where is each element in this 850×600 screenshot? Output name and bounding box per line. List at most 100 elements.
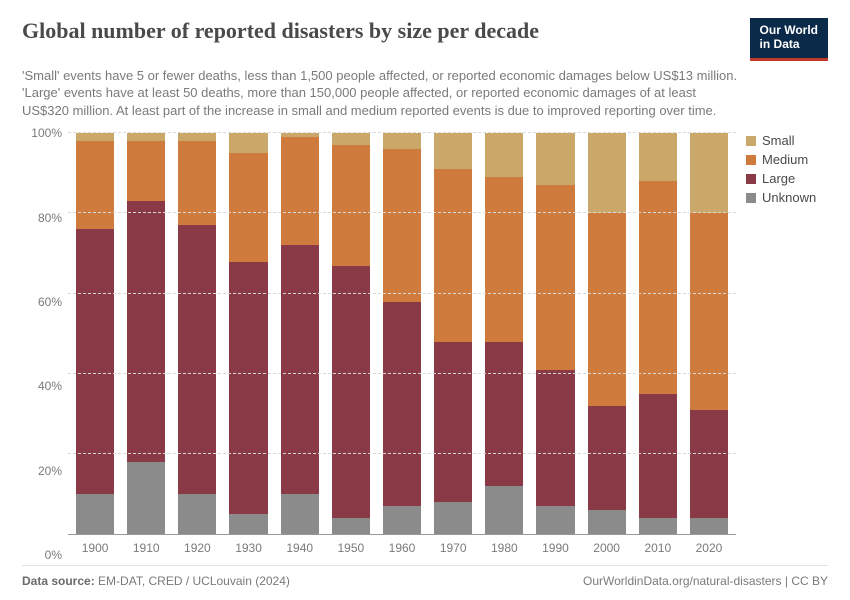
bar-segment-large: [639, 394, 677, 518]
legend: Small Medium Large Unknown: [736, 133, 828, 555]
bar-segment-large: [332, 266, 370, 518]
bar-segment-small: [229, 133, 267, 153]
x-tick: 1920: [178, 541, 216, 555]
bar-segment-large: [434, 342, 472, 502]
plot-wrap: 1900191019201930194019501960197019801990…: [68, 133, 736, 555]
logo-line1: Our World: [760, 23, 818, 37]
bar-segment-medium: [383, 149, 421, 301]
y-tick: 40%: [38, 379, 62, 393]
bar-segment-small: [690, 133, 728, 213]
bar-segment-small: [127, 133, 165, 141]
gridline: [68, 293, 736, 294]
bar-segment-large: [383, 302, 421, 506]
bar-segment-unknown: [485, 486, 523, 534]
y-axis: 0%20%40%60%80%100%: [22, 133, 68, 555]
legend-item: Unknown: [746, 190, 828, 205]
bar: [434, 133, 472, 534]
bar: [332, 133, 370, 534]
bar-segment-medium: [127, 141, 165, 201]
footer-source: Data source: EM-DAT, CRED / UCLouvain (2…: [22, 574, 290, 588]
gridline: [68, 132, 736, 133]
x-tick: 1900: [76, 541, 114, 555]
bar: [281, 133, 319, 534]
bar: [690, 133, 728, 534]
bar-segment-small: [383, 133, 421, 149]
bar-segment-large: [281, 245, 319, 493]
legend-item: Large: [746, 171, 828, 186]
x-tick: 1910: [127, 541, 165, 555]
legend-label: Small: [762, 133, 795, 148]
x-tick: 2020: [690, 541, 728, 555]
y-tick: 100%: [31, 126, 62, 140]
bar-segment-unknown: [127, 462, 165, 534]
x-tick: 1960: [383, 541, 421, 555]
y-tick: 60%: [38, 295, 62, 309]
bars-group: [68, 133, 736, 534]
source-text: EM-DAT, CRED / UCLouvain (2024): [98, 574, 290, 588]
bar: [485, 133, 523, 534]
chart-subtitle: 'Small' events have 5 or fewer deaths, l…: [22, 67, 742, 120]
bar-segment-unknown: [434, 502, 472, 534]
bar-segment-unknown: [332, 518, 370, 534]
bar-segment-medium: [690, 213, 728, 409]
owid-logo: Our World in Data: [750, 18, 828, 61]
bar-segment-small: [485, 133, 523, 177]
bar-segment-small: [76, 133, 114, 141]
bar-segment-small: [332, 133, 370, 145]
legend-swatch: [746, 193, 756, 203]
bar-segment-unknown: [690, 518, 728, 534]
bar-segment-unknown: [383, 506, 421, 534]
x-tick: 2010: [639, 541, 677, 555]
legend-swatch: [746, 174, 756, 184]
bar-segment-unknown: [178, 494, 216, 534]
bar: [383, 133, 421, 534]
bar-segment-large: [127, 201, 165, 461]
bar: [639, 133, 677, 534]
bar: [229, 133, 267, 534]
bar: [76, 133, 114, 534]
bar-segment-large: [588, 406, 626, 510]
bar: [127, 133, 165, 534]
x-tick: 1970: [434, 541, 472, 555]
gridline: [68, 373, 736, 374]
chart-container: Global number of reported disasters by s…: [0, 0, 850, 600]
bar-segment-large: [690, 410, 728, 518]
chart-zone: 0%20%40%60%80%100% 190019101920193019401…: [22, 133, 828, 555]
bar: [536, 133, 574, 534]
legend-label: Large: [762, 171, 795, 186]
legend-swatch: [746, 136, 756, 146]
bar-segment-small: [434, 133, 472, 169]
chart-title: Global number of reported disasters by s…: [22, 18, 539, 44]
legend-label: Unknown: [762, 190, 816, 205]
bar-segment-small: [178, 133, 216, 141]
bar-segment-large: [536, 370, 574, 506]
header-row: Global number of reported disasters by s…: [22, 18, 828, 61]
bar-segment-medium: [281, 137, 319, 245]
legend-label: Medium: [762, 152, 808, 167]
bar-segment-medium: [76, 141, 114, 229]
bar-segment-medium: [434, 169, 472, 341]
bar-segment-medium: [588, 213, 626, 405]
y-tick: 80%: [38, 211, 62, 225]
bar-segment-large: [229, 262, 267, 514]
gridline: [68, 212, 736, 213]
bar-segment-large: [485, 342, 523, 486]
x-tick: 1940: [281, 541, 319, 555]
legend-item: Medium: [746, 152, 828, 167]
bar: [178, 133, 216, 534]
bar-segment-unknown: [76, 494, 114, 534]
legend-item: Small: [746, 133, 828, 148]
footer-attribution: OurWorldinData.org/natural-disasters | C…: [583, 574, 828, 588]
bar-segment-small: [639, 133, 677, 181]
source-label: Data source:: [22, 574, 95, 588]
bar-segment-small: [588, 133, 626, 213]
x-tick: 1980: [485, 541, 523, 555]
x-tick: 2000: [588, 541, 626, 555]
bar-segment-unknown: [281, 494, 319, 534]
bar-segment-medium: [229, 153, 267, 261]
legend-swatch: [746, 155, 756, 165]
logo-line2: in Data: [760, 37, 800, 51]
y-tick: 20%: [38, 464, 62, 478]
bar-segment-small: [536, 133, 574, 185]
bar-segment-unknown: [536, 506, 574, 534]
